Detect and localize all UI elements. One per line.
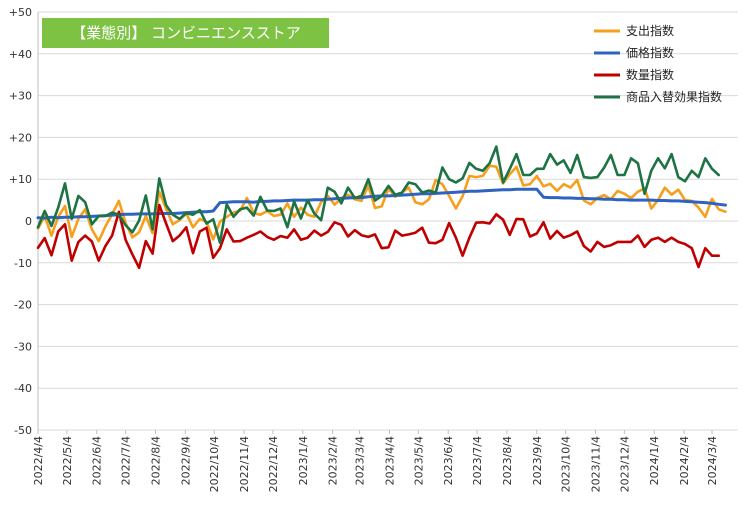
x-tick-label: 2024/2/4 [678,436,691,485]
x-tick-label: 2022/10/4 [208,436,221,492]
series-line-3 [36,145,721,244]
x-tick-label: 2023/8/4 [501,436,514,485]
y-tick-label: -10 [14,257,32,270]
y-tick-label: 0 [25,215,32,228]
legend-label: 商品入替効果指数 [626,89,722,104]
chart-title-box: 【業態別】 コンビニエンスストア [42,18,329,48]
x-tick-label: 2023/2/4 [327,436,340,485]
chart-title: 【業態別】 コンビニエンスストア [71,24,300,42]
x-tick-label: 2022/8/4 [149,436,162,485]
series-line-2 [36,203,721,270]
x-tick-label: 2022/7/4 [120,436,133,485]
y-tick-label: +20 [9,131,32,144]
y-tick-label: -50 [14,424,32,437]
x-tick-label: 2024/1/4 [648,436,661,485]
x-tick-label: 2023/6/4 [442,436,455,485]
x-tick-label: 2023/10/4 [560,436,573,492]
y-tick-label: +30 [9,90,32,103]
x-tick-label: 2023/1/4 [297,436,310,485]
axes: -50 -40 -30 -20 -10 0 +10 +20 +30 +40 +50 2022/4/4 2… [9,6,719,492]
legend-label: 支出指数 [626,23,674,38]
x-tick-label: 2024/3/4 [706,436,719,485]
x-tick-label: 2023/4/4 [383,436,396,485]
y-tick-label: +40 [9,48,32,61]
legend-label: 価格指数 [626,45,674,60]
x-tick-label: 2022/6/4 [91,436,104,485]
x-tick-label: 2023/5/4 [412,436,425,485]
x-tick-label: 2023/9/4 [531,436,544,485]
series-line-0 [36,164,727,243]
y-tick-label: +10 [9,173,32,186]
x-tick-label: 2022/4/4 [32,436,45,485]
x-tick-label: 2023/12/4 [618,436,631,492]
y-tick-label: -40 [14,382,32,395]
legend-label: 数量指数 [626,67,674,82]
x-tick-label: 2023/11/4 [589,436,602,492]
y-tick-label: +50 [9,6,32,19]
x-tick-label: 2023/3/4 [354,436,367,485]
series-lines [36,145,727,270]
x-tick-label: 2022/9/4 [179,436,192,485]
x-tick-label: 2023/7/4 [471,436,484,485]
chart-title-background [42,18,329,48]
x-tick-label: 2022/11/4 [238,436,251,492]
x-tick-label: 2022/12/4 [267,436,280,492]
y-tick-label: -20 [14,299,32,312]
x-tick-label: 2022/5/4 [61,436,74,485]
y-tick-label: -30 [14,340,32,353]
